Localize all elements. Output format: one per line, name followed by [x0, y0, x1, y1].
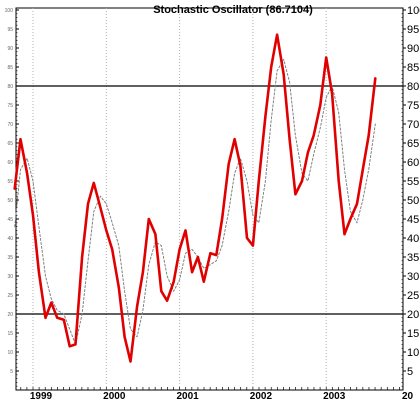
left-ytick-label-15: 15 [7, 331, 13, 337]
right-y-axis: 5 10 15 20 25 30 35 40 45 50 55 60 65 70 75 80 85 90 95 100 [401, 5, 420, 387]
left-ytick-label-10: 10 [7, 350, 13, 356]
right-ytick-label-15: 15 [407, 328, 419, 340]
right-ytick-label-10: 10 [407, 347, 419, 359]
left-ytick-label-75: 75 [7, 103, 13, 109]
left-ytick-label-55: 55 [7, 179, 13, 185]
right-ytick-label-100: 100 [407, 5, 420, 17]
left-ytick-label-100: 100 [5, 8, 14, 14]
x-axis: 1999 2000 2001 2002 2003 20 [20, 387, 414, 400]
xtick-label-2001: 2001 [176, 391, 199, 400]
left-ytick-label-5: 5 [10, 369, 13, 375]
right-ytick-label-60: 60 [407, 157, 419, 169]
right-ytick-label-65: 65 [407, 138, 419, 150]
right-ytick-label-35: 35 [407, 252, 419, 264]
left-ytick-label-40: 40 [7, 236, 13, 242]
left-ytick-label-35: 35 [7, 255, 13, 261]
right-ytick-label-55: 55 [407, 176, 419, 188]
xtick-label-2002: 2002 [250, 391, 273, 400]
xtick-label-2000: 2000 [103, 391, 126, 400]
right-ytick-label-95: 95 [407, 24, 419, 36]
left-ytick-label-90: 90 [7, 46, 13, 52]
left-ytick-label-25: 25 [7, 293, 13, 299]
left-y-axis: 5 10 15 20 25 30 35 40 45 50 55 60 65 70 75 80 85 90 95 100 [5, 8, 19, 387]
right-ytick-label-70: 70 [407, 119, 419, 131]
right-ytick-label-20: 20 [407, 309, 419, 321]
right-ytick-label-5: 5 [407, 366, 413, 378]
right-ytick-label-90: 90 [407, 43, 419, 55]
plot-frame [15, 7, 404, 391]
left-ytick-label-95: 95 [7, 27, 13, 33]
left-ytick-label-45: 45 [7, 217, 13, 223]
xtick-label-2003: 2003 [323, 391, 346, 400]
reference-lines [16, 85, 403, 315]
stochastic-k-line [13, 33, 377, 363]
right-ytick-label-45: 45 [407, 214, 419, 226]
xtick-label-1999: 1999 [30, 391, 53, 400]
left-ytick-label-60: 60 [7, 160, 13, 166]
left-ytick-label-30: 30 [7, 274, 13, 280]
vertical-gridlines [32, 8, 327, 390]
left-ytick-label-70: 70 [7, 122, 13, 128]
right-ytick-label-75: 75 [407, 100, 419, 112]
right-ytick-label-80: 80 [407, 81, 419, 93]
left-ytick-label-80: 80 [7, 84, 13, 90]
right-ytick-label-30: 30 [407, 271, 419, 283]
xtick-label-20: 20 [402, 391, 414, 400]
right-ytick-label-50: 50 [407, 195, 419, 207]
right-ytick-label-25: 25 [407, 290, 419, 302]
left-ytick-label-50: 50 [7, 198, 13, 204]
left-ytick-label-65: 65 [7, 141, 13, 147]
left-ytick-label-85: 85 [7, 65, 13, 71]
right-ytick-label-85: 85 [407, 62, 419, 74]
left-ytick-label-20: 20 [7, 312, 13, 318]
chart-title: Stochastic Oscillator (86.7104) [153, 4, 313, 16]
series-lines [13, 33, 377, 363]
right-ytick-label-40: 40 [407, 233, 419, 245]
